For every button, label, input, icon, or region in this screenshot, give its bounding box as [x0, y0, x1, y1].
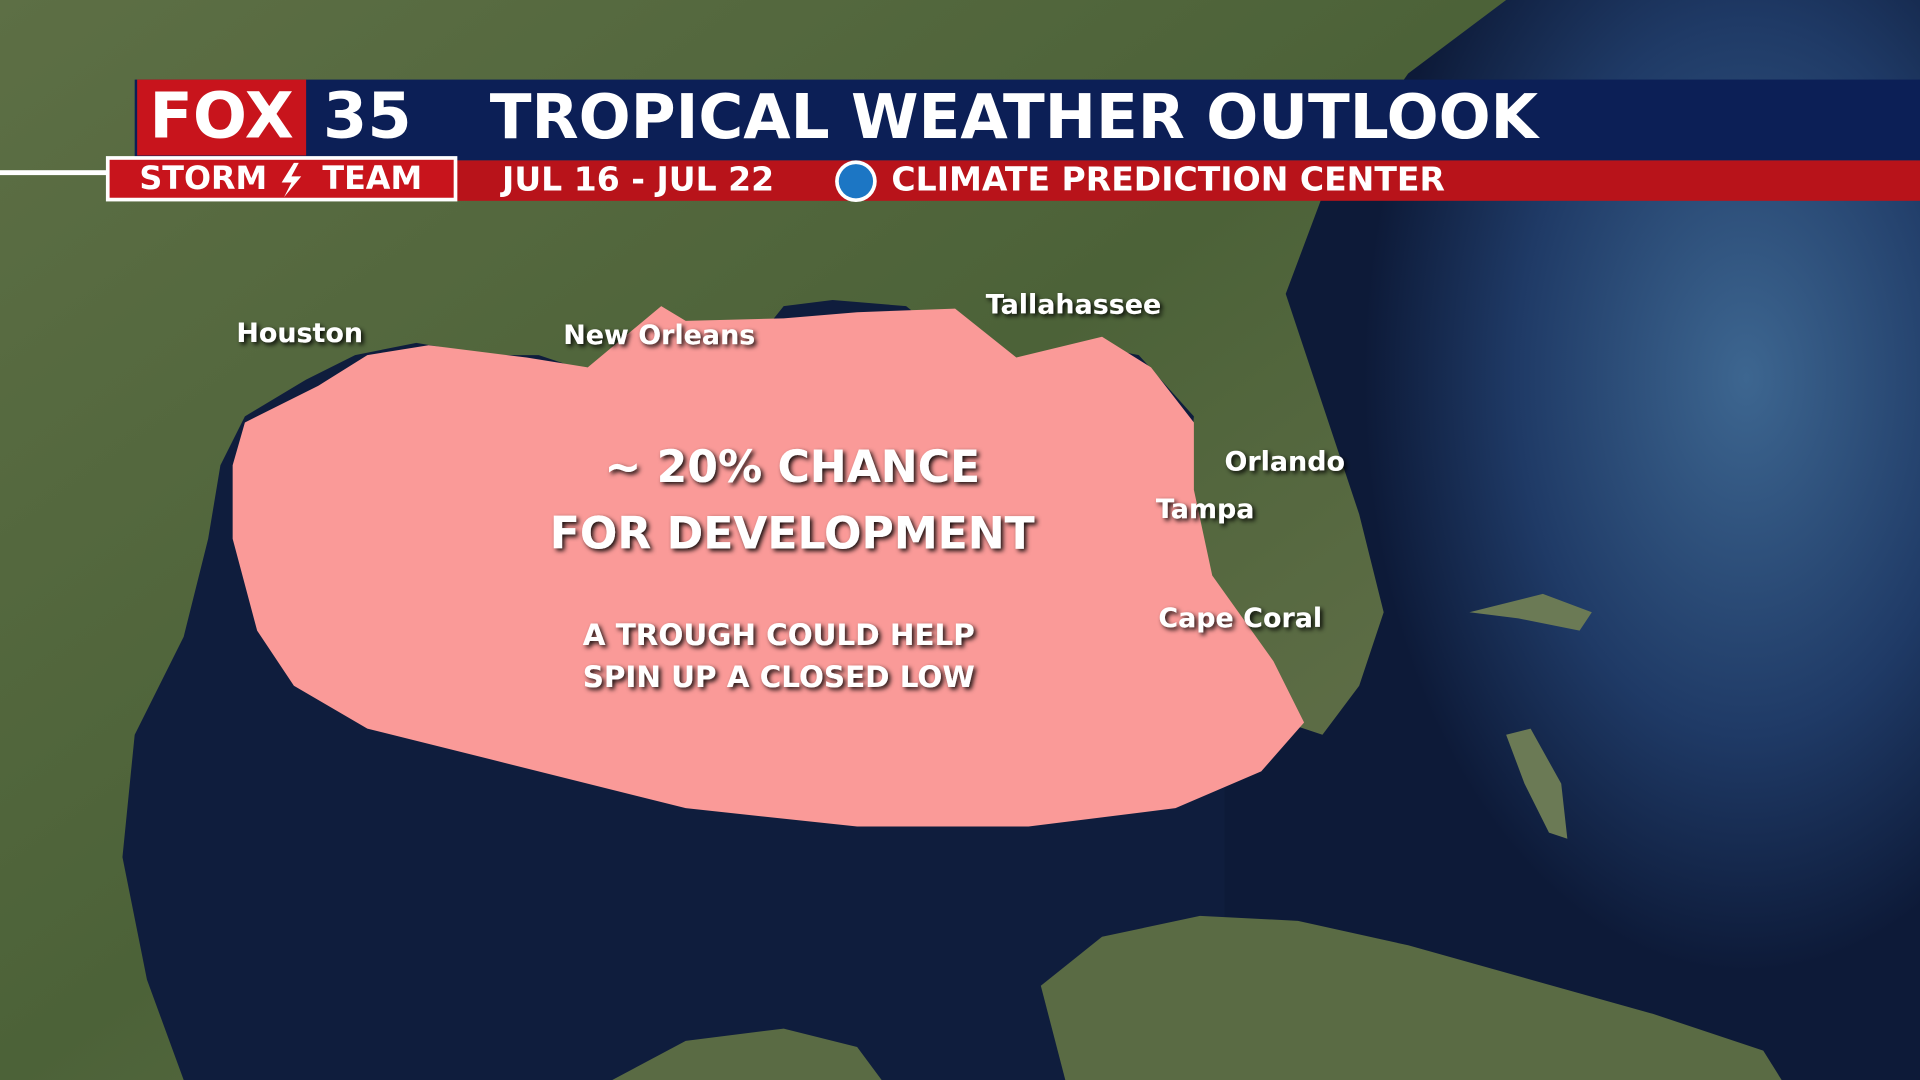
city-label: Houston: [236, 318, 363, 349]
mainland: [0, 0, 1507, 1080]
title-bar: [134, 79, 1920, 161]
city-label: New Orleans: [563, 320, 755, 351]
bahamas: [1469, 593, 1592, 839]
logo-bolt: [281, 162, 302, 198]
header-rule: [0, 170, 111, 176]
city-label: Tallahassee: [986, 290, 1162, 321]
source: CLIMATE PREDICTION CENTER: [891, 160, 1445, 199]
outlook-headline: FOR DEVELOPMENT: [550, 508, 1035, 559]
logo-team-left: STORM: [139, 159, 267, 197]
outlook-headline: ~ 20% CHANCE: [604, 442, 980, 493]
city-label: Orlando: [1224, 446, 1345, 477]
title: TROPICAL WEATHER OUTLOOK: [490, 82, 1541, 153]
noaa-logo-inner: [838, 164, 874, 199]
city-label: Cape Coral: [1158, 603, 1322, 634]
outlook-area: [232, 306, 1305, 827]
yucatan: [612, 1028, 882, 1080]
logo-brand-box: [137, 79, 307, 156]
date-range: JUL 16 - JUL 22: [500, 160, 774, 199]
outlook-note: SPIN UP A CLOSED LOW: [583, 660, 975, 694]
subtitle-bar: [453, 160, 1920, 201]
logo-number: 35: [323, 80, 412, 154]
logo-brand: FOX: [149, 80, 293, 154]
city-label: Tampa: [1156, 494, 1255, 525]
outlook-note: A TROUGH COULD HELP: [583, 618, 975, 652]
cuba: [1040, 915, 1782, 1080]
logo-team-box: [105, 156, 458, 202]
logo-team-right: TEAM: [322, 159, 422, 197]
